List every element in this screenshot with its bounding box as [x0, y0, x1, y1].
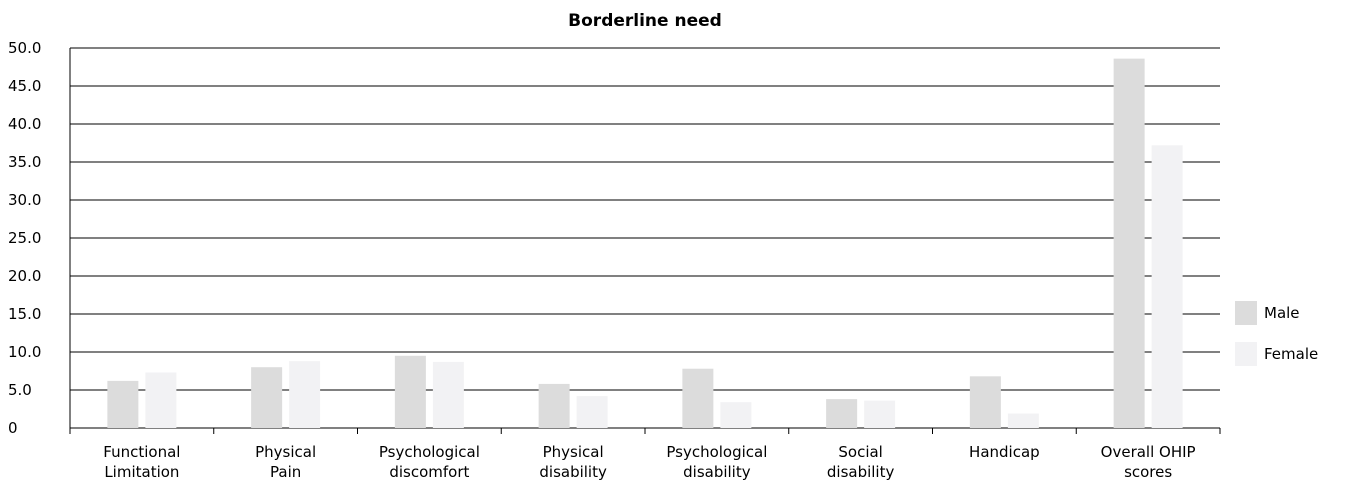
y-tick-label: 40.0	[8, 115, 41, 133]
bar-male	[969, 376, 1001, 428]
x-axis: Functional Limitation Physical Pain Psycholo…	[69, 428, 1221, 481]
y-axis-ticks: 0 5.0 10.0 15.0 20.0 25.0 30.0 35.0 40.0 45.0 50.0	[8, 39, 41, 437]
x-category-label: Pain	[270, 463, 301, 481]
x-category-label: Psychological	[379, 443, 480, 461]
bar-female	[432, 361, 464, 428]
bar-male	[107, 380, 139, 428]
legend-swatch-female	[1235, 342, 1257, 366]
y-tick-label: 15.0	[8, 305, 41, 323]
legend-label-female: Female	[1264, 345, 1318, 363]
bar-female	[576, 396, 608, 428]
bar-female	[720, 402, 752, 428]
bars	[107, 58, 1183, 428]
bar-female	[1007, 413, 1039, 428]
x-category-label: Limitation	[104, 463, 179, 481]
x-category-label: Social	[838, 443, 882, 461]
y-tick-label: 20.0	[8, 267, 41, 285]
bar-male	[538, 383, 570, 428]
bar-male	[826, 399, 858, 428]
bar-female	[864, 400, 896, 428]
bar-male	[682, 368, 714, 428]
y-tick-label: 30.0	[8, 191, 41, 209]
y-tick-label: 35.0	[8, 153, 41, 171]
y-tick-label: 0	[8, 419, 18, 437]
x-category-label: Handicap	[969, 443, 1040, 461]
x-category-label: disability	[539, 463, 607, 481]
y-tick-label: 50.0	[8, 39, 41, 57]
x-category-label: disability	[827, 463, 895, 481]
bar-male	[394, 355, 426, 428]
x-category-label: Physical	[543, 443, 604, 461]
y-tick-label: 25.0	[8, 229, 41, 247]
gridlines	[69, 47, 1220, 434]
x-category-label: Physical	[255, 443, 316, 461]
y-tick-label: 10.0	[8, 343, 41, 361]
x-category-label: discomfort	[389, 463, 469, 481]
legend-swatch-male	[1235, 301, 1257, 325]
x-category-label: Overall OHIP	[1101, 443, 1196, 461]
x-category-label: disability	[683, 463, 751, 481]
x-category-label: Functional	[103, 443, 180, 461]
bar-male	[251, 367, 283, 428]
bar-male	[1113, 58, 1145, 428]
x-category-label: scores	[1124, 463, 1172, 481]
bar-female	[145, 372, 177, 428]
bar-female	[1151, 145, 1183, 428]
legend-label-male: Male	[1264, 304, 1300, 322]
bar-female	[289, 361, 321, 428]
chart-title: Borderline need	[568, 11, 722, 31]
x-category-label: Psychological	[666, 443, 767, 461]
y-tick-label: 45.0	[8, 77, 41, 95]
y-tick-label: 5.0	[8, 381, 32, 399]
legend: Male Female	[1235, 301, 1318, 366]
